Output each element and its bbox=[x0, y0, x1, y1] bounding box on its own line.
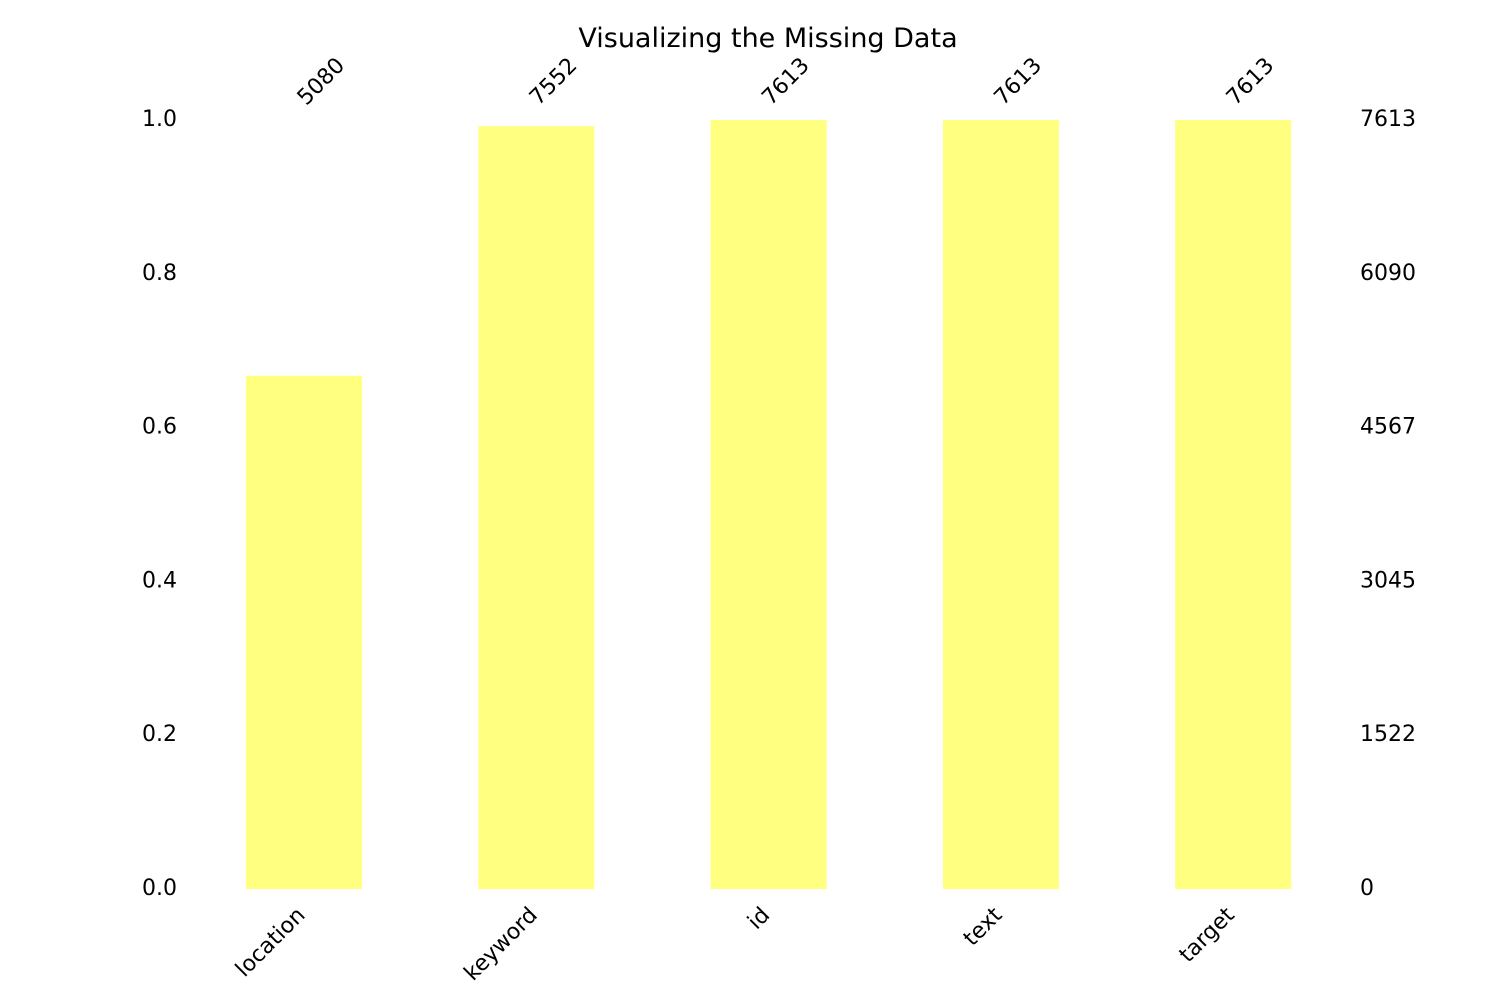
left-tick-label: 1.0 bbox=[142, 107, 177, 132]
bars-layer bbox=[246, 120, 1292, 889]
bar-keyword bbox=[478, 126, 595, 889]
count-label-target: 7613 bbox=[1222, 53, 1279, 110]
right-tick-label: 4567 bbox=[1360, 415, 1416, 440]
left-tick-label: 0.0 bbox=[142, 876, 177, 901]
right-tick-label: 3045 bbox=[1360, 568, 1416, 593]
count-label-id: 7613 bbox=[757, 53, 814, 110]
x-tick-label-id: id bbox=[743, 903, 775, 935]
left-tick-label: 0.6 bbox=[142, 415, 177, 440]
x-axis-category-labels: location keyword id text target bbox=[231, 903, 1240, 986]
bar-location bbox=[246, 375, 362, 889]
count-label-keyword: 7552 bbox=[525, 53, 582, 110]
top-count-labels: 5080 7552 7613 7613 7613 bbox=[293, 53, 1279, 110]
right-tick-label: 1522 bbox=[1360, 722, 1416, 747]
x-tick-label-keyword: keyword bbox=[460, 903, 543, 986]
bar-text bbox=[942, 120, 1059, 889]
right-tick-label: 6090 bbox=[1360, 261, 1416, 286]
left-tick-label: 0.4 bbox=[142, 568, 177, 593]
left-axis-ticks: 0.0 0.2 0.4 0.6 0.8 1.0 bbox=[142, 107, 177, 901]
right-tick-label: 7613 bbox=[1360, 107, 1416, 132]
count-label-location: 5080 bbox=[293, 53, 350, 110]
x-tick-label-text: text bbox=[959, 903, 1008, 952]
left-tick-label: 0.8 bbox=[142, 261, 177, 286]
right-axis-ticks: 0 1522 3045 4567 6090 7613 bbox=[1360, 107, 1416, 901]
x-tick-label-target: target bbox=[1175, 903, 1240, 968]
x-tick-label-location: location bbox=[231, 903, 310, 982]
left-tick-label: 0.2 bbox=[142, 722, 177, 747]
right-tick-label: 0 bbox=[1360, 876, 1374, 901]
bar-target bbox=[1175, 120, 1292, 889]
chart-title: Visualizing the Missing Data bbox=[578, 23, 957, 54]
count-label-text: 7613 bbox=[990, 53, 1047, 110]
bar-id bbox=[710, 120, 827, 889]
